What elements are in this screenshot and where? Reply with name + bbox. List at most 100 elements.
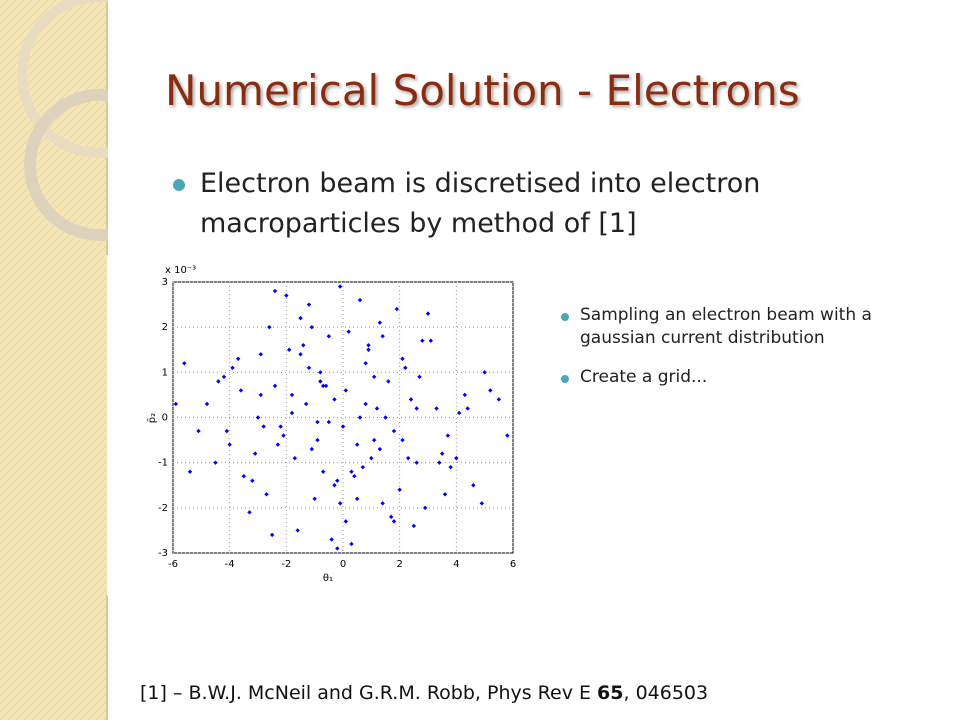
scatter-point <box>479 501 485 506</box>
scatter-point <box>391 428 397 434</box>
y-tick-label: -2 <box>158 503 168 514</box>
footnote: [1] – B.W.J. McNeil and G.R.M. Robb, Phy… <box>140 682 708 704</box>
scatter-point <box>303 401 309 407</box>
scatter-point <box>360 464 366 470</box>
scatter-point <box>312 496 317 501</box>
scatter-point <box>462 392 468 398</box>
scatter-point <box>349 469 354 474</box>
scatter-point <box>428 338 434 343</box>
scatter-point <box>258 352 264 357</box>
scatter-point <box>482 370 487 375</box>
scatter-point <box>182 361 187 366</box>
scatter-point <box>315 419 320 425</box>
y-tick-label: -3 <box>158 548 168 559</box>
scatter-point <box>363 361 368 366</box>
scatter-point <box>337 501 343 506</box>
scatter-point <box>408 397 414 402</box>
scatter-point <box>332 397 337 402</box>
scatter-point <box>437 460 442 465</box>
x-tick-label: -4 <box>225 559 235 570</box>
scatter-point <box>411 523 417 529</box>
scatter-point <box>352 474 357 479</box>
scatter-point <box>298 315 303 321</box>
slide-title: Numerical Solution - Electrons <box>165 66 800 115</box>
scatter-point <box>386 379 391 384</box>
x-tick-label: -2 <box>281 559 291 570</box>
y-tick-label: -1 <box>158 458 168 469</box>
scatter-point <box>354 442 360 447</box>
scatter-point <box>320 469 326 474</box>
scatter-point <box>505 433 510 438</box>
y-tick-label: 1 <box>162 367 168 378</box>
scatter-point <box>380 501 385 506</box>
scatter-point <box>488 388 493 393</box>
footnote-text: [1] – B.W.J. McNeil and G.R.M. Robb, Phy… <box>140 682 598 704</box>
scatter-point <box>377 320 383 325</box>
scatter-point <box>213 460 218 465</box>
scatter-point <box>357 415 363 420</box>
footnote-volume: 65 <box>597 682 624 704</box>
sub-bullet: Create a grid... <box>580 367 708 387</box>
x-tick-label: 0 <box>340 559 346 570</box>
scatter-point <box>417 374 422 380</box>
scatter-point <box>309 324 315 330</box>
scatter-point <box>380 334 385 339</box>
scatter-point <box>366 343 371 348</box>
scatter-point <box>235 356 241 361</box>
scatter-chart: x 10⁻³ θ₁ p̄₂ -6 -4 -2 0 2 4 6 -3 -2 -1 0 1 2 3 <box>147 265 516 584</box>
y-tick-label: 0 <box>162 413 168 424</box>
scatter-point <box>400 437 405 443</box>
scatter-point <box>369 455 374 461</box>
scatter-point <box>326 419 332 425</box>
y-tick-label: 2 <box>162 322 168 333</box>
scatter-point <box>335 478 340 483</box>
scatter-point <box>371 374 377 380</box>
x-tick-label: 2 <box>396 559 402 570</box>
scatter-point <box>357 297 363 303</box>
y-tick-label: 3 <box>162 277 168 288</box>
scatter-point <box>306 302 312 307</box>
scatter-point <box>425 311 431 316</box>
x-tick-label: 6 <box>510 559 516 570</box>
scatter-point <box>272 288 278 294</box>
bullet-dot <box>173 179 185 191</box>
scatter-point <box>343 519 349 524</box>
scatter-point <box>394 306 400 312</box>
scatter-point <box>227 442 232 447</box>
scatter-point <box>309 446 315 452</box>
scatter-point <box>221 374 227 380</box>
scatter-point <box>298 352 303 357</box>
scatter-point <box>445 433 451 438</box>
scatter-point <box>371 437 377 443</box>
scatter-point <box>405 455 411 461</box>
scatter-point <box>196 428 201 434</box>
scatter-point <box>337 284 343 289</box>
scatter-point <box>442 492 448 497</box>
scatter-point <box>422 505 428 511</box>
scatter-point <box>397 487 402 492</box>
scatter-point <box>454 455 459 461</box>
scatter-point <box>340 424 346 429</box>
x-tick-label: -6 <box>168 559 178 570</box>
scatter-point <box>281 433 286 438</box>
scatter-point <box>286 347 292 352</box>
scatter-point <box>173 401 179 407</box>
scatter-point <box>224 428 230 434</box>
scatter-point <box>250 478 255 483</box>
scatter-point <box>496 397 502 402</box>
scatter-point <box>332 483 337 488</box>
scatter-point <box>261 424 266 429</box>
scatter-point <box>346 329 351 334</box>
scatter-point <box>318 370 323 375</box>
scatter-point <box>349 541 354 547</box>
scatter-point <box>448 464 453 470</box>
bullet-dot <box>561 313 569 321</box>
scatter-point <box>403 365 408 371</box>
scatter-point <box>301 343 306 348</box>
scatter-point <box>414 406 419 411</box>
footnote-text: , 046503 <box>623 682 709 704</box>
x-axis-label: θ₁ <box>323 573 333 584</box>
scatter-point <box>289 392 295 398</box>
scatter-point <box>216 379 221 384</box>
